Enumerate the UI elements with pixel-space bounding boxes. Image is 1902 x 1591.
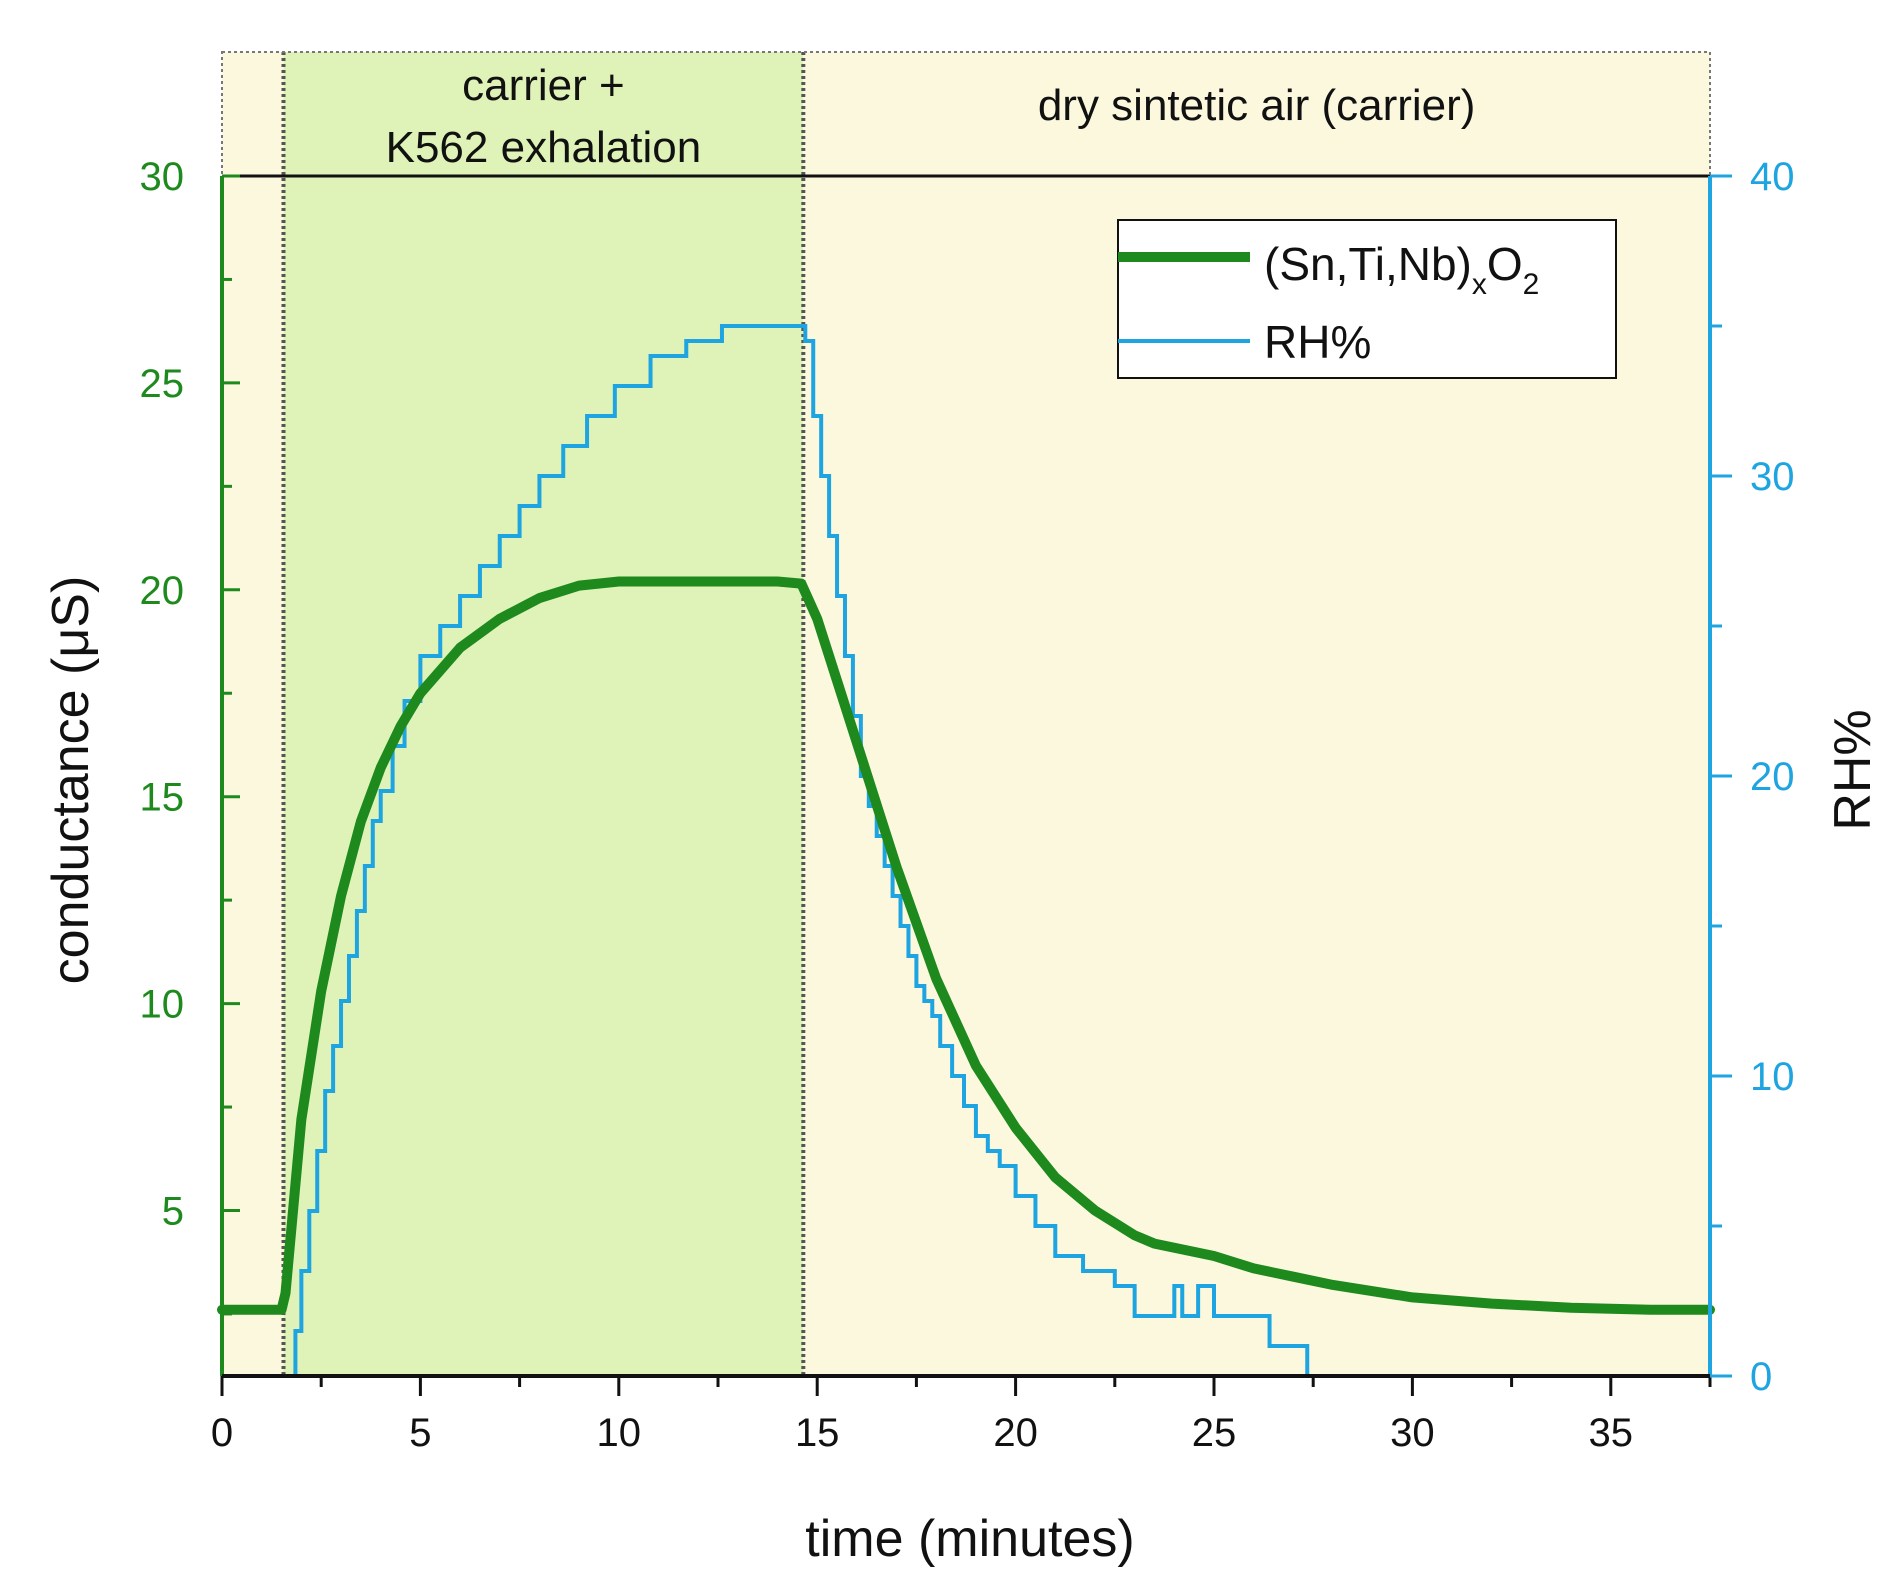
right-y-tick-label-20: 20 xyxy=(1750,755,1795,799)
right-y-tick-label-30: 30 xyxy=(1750,455,1795,499)
series-line-rh xyxy=(222,324,1710,1378)
series-line-conductance xyxy=(217,576,1715,1315)
x-tick-label-20: 20 xyxy=(993,1411,1038,1455)
right-y-tick-label-10: 10 xyxy=(1750,1055,1795,1099)
left-y-tick-label-25: 25 xyxy=(140,362,185,406)
x-tick-label-0: 0 xyxy=(211,1411,233,1455)
left-y-tick-label-5: 5 xyxy=(162,1189,184,1233)
x-tick-label-15: 15 xyxy=(795,1411,840,1455)
x-tick-label-35: 35 xyxy=(1589,1411,1634,1455)
left-y-tick-label-30: 30 xyxy=(140,155,185,199)
region-dividers xyxy=(281,52,806,1376)
region-label-exhalation-line1: carrier + xyxy=(462,61,625,110)
legend-label-rh: RH% xyxy=(1264,316,1371,368)
region-label-exhalation-line2: K562 exhalation xyxy=(386,123,702,172)
region-label-recovery: dry sintetic air (carrier) xyxy=(1038,81,1476,130)
right-y-tick-label-0: 0 xyxy=(1750,1355,1772,1399)
legend-label-sub-x: x xyxy=(1472,268,1487,301)
x-tick-label-10: 10 xyxy=(597,1411,642,1455)
regions-layer xyxy=(222,52,1710,1376)
right-y-tick-label-40: 40 xyxy=(1750,155,1795,199)
series-layer xyxy=(217,324,1715,1378)
region-exhalation xyxy=(283,52,804,1376)
x-tick-label-5: 5 xyxy=(409,1411,431,1455)
x-axis-title: time (minutes) xyxy=(805,1510,1134,1568)
region-baseline xyxy=(222,52,284,1376)
left-y-axis-title: conductance (μS) xyxy=(42,576,100,985)
left-y-tick-label-15: 15 xyxy=(140,776,185,820)
left-y-tick-label-20: 20 xyxy=(140,569,185,613)
right-y-axis-title: RH% xyxy=(1824,709,1882,830)
legend-label-sub-2: 2 xyxy=(1523,268,1540,301)
x-tick-label-25: 25 xyxy=(1192,1411,1237,1455)
x-tick-label-30: 30 xyxy=(1390,1411,1435,1455)
legend-box xyxy=(1117,219,1617,379)
legend-label-conductance: (Sn,Ti,Nb)xO2 xyxy=(1264,238,1539,301)
legend-label-main: (Sn,Ti,Nb) xyxy=(1264,238,1472,290)
legend-label-o: O xyxy=(1487,238,1523,290)
axes-layer: 0 5 10 15 20 25 30 35 5 10 15 20 25 30 0 10 20 30 40 xyxy=(140,155,1795,1455)
legend: (Sn,Ti,Nb)xO2 RH% xyxy=(1117,219,1617,379)
left-y-tick-label-10: 10 xyxy=(140,983,185,1027)
